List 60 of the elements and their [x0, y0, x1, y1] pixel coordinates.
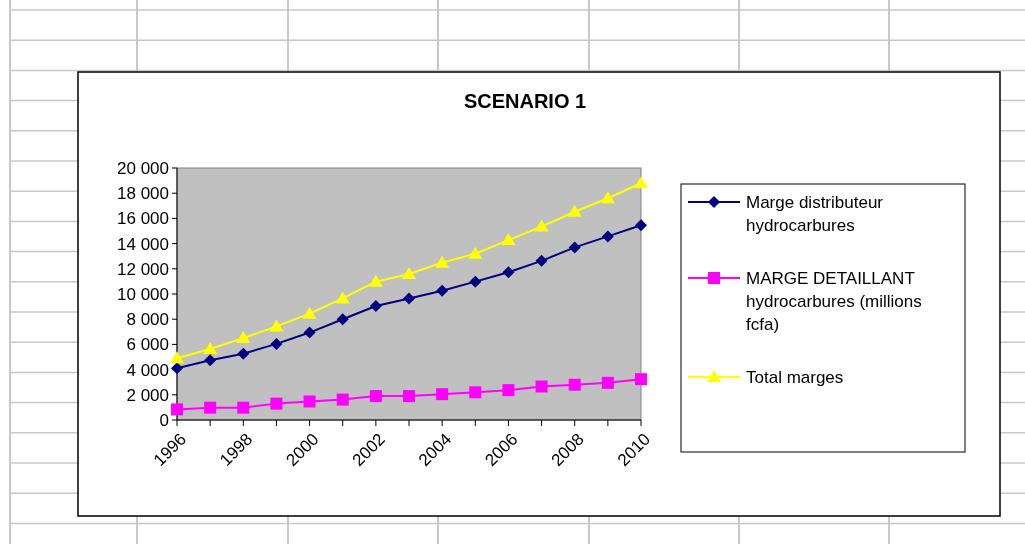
point: [369, 299, 382, 312]
point: [303, 326, 316, 339]
point: [270, 337, 283, 350]
y-tick-label: 6 000: [126, 335, 169, 355]
y-tick-label: 8 000: [126, 310, 169, 330]
point: [237, 347, 250, 360]
point: [469, 275, 482, 288]
point: [600, 191, 615, 204]
point: [336, 393, 349, 406]
y-tick-label: 14 000: [117, 234, 169, 254]
y-tick-label: 0: [159, 410, 169, 430]
point: [601, 230, 614, 243]
point: [336, 313, 349, 326]
point: [501, 233, 516, 246]
point: [502, 266, 515, 279]
point: [368, 274, 383, 287]
point: [635, 373, 647, 386]
point: [601, 376, 614, 389]
point: [236, 331, 251, 344]
y-tick-label: 12 000: [117, 259, 169, 279]
point: [502, 384, 515, 397]
y-tick-label: 10 000: [117, 284, 169, 304]
point: [534, 219, 549, 232]
point: [203, 341, 218, 354]
point: [369, 390, 382, 403]
point: [171, 362, 183, 375]
point: [335, 291, 350, 304]
point: [403, 390, 415, 403]
point: [270, 397, 283, 410]
point: [269, 319, 284, 332]
point: [436, 284, 449, 297]
point: [435, 255, 450, 268]
point: [535, 380, 548, 393]
chart-title: SCENARIO 1: [463, 90, 587, 112]
point: [635, 219, 647, 232]
y-tick-label: 18 000: [117, 184, 169, 204]
point: [468, 246, 483, 259]
legend-label: MARGE DETAILLANT hydrocarbures (millions fcfa): [746, 268, 922, 334]
point: [303, 395, 316, 408]
point: [634, 176, 648, 189]
y-tick-label: 2 000: [126, 385, 169, 405]
point: [302, 306, 317, 319]
point: [535, 254, 548, 267]
point: [568, 378, 581, 391]
point: [403, 292, 415, 305]
point: [436, 388, 449, 401]
legend-label: Total marges: [746, 367, 844, 387]
point: [204, 354, 217, 367]
point: [204, 401, 217, 414]
legend-label: Marge distributeur hydrocarbures: [746, 192, 884, 235]
y-tick-label: 4 000: [126, 360, 169, 380]
point: [469, 386, 482, 399]
point: [402, 266, 416, 279]
point: [170, 351, 184, 364]
y-tick-label: 20 000: [117, 158, 169, 178]
point: [171, 403, 183, 416]
point: [237, 401, 250, 414]
point: [568, 241, 581, 254]
point: [567, 204, 582, 217]
y-tick-label: 16 000: [117, 209, 169, 229]
